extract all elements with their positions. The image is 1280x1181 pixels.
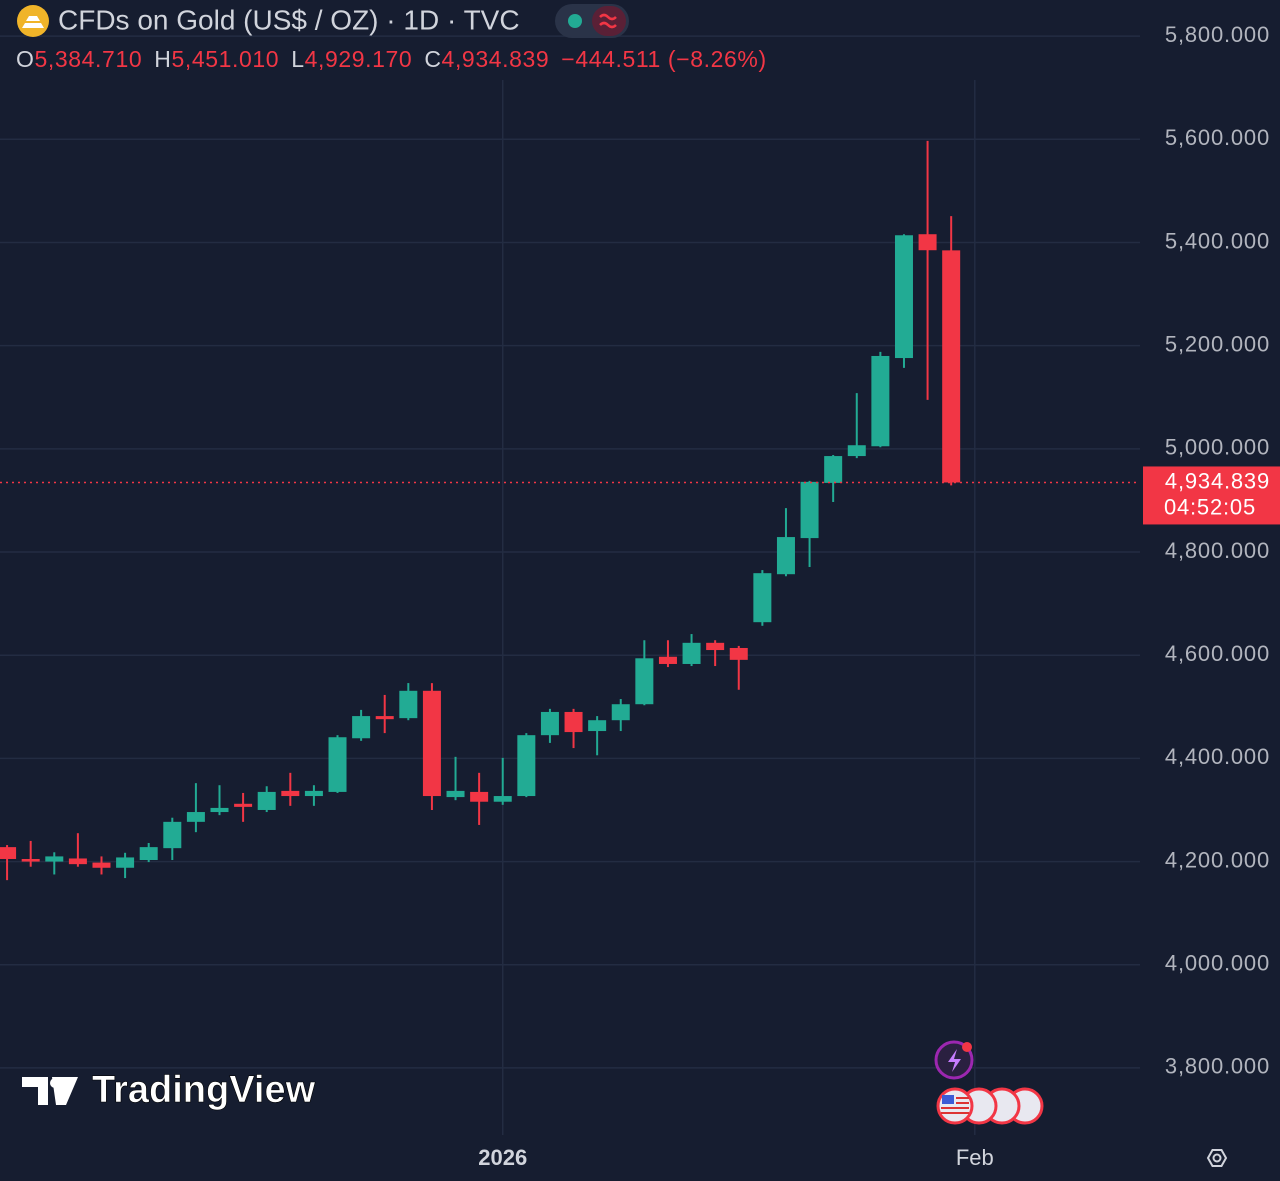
price-label-box — [1143, 466, 1280, 525]
y-tick-label: 5,800.000 — [1165, 22, 1270, 47]
symbol-icon-bars — [22, 16, 44, 28]
candle-body — [729, 647, 748, 660]
countdown: 04:52:05 — [1164, 494, 1256, 519]
candle-body — [635, 658, 654, 705]
candle-body — [45, 856, 64, 862]
candle-body — [304, 790, 323, 797]
y-tick-label: 5,600.000 — [1165, 125, 1270, 150]
candle-body — [21, 858, 40, 862]
candle-body — [352, 716, 371, 739]
ohlc-value: 5,384.710 — [35, 46, 143, 72]
watermark-logo-dot — [50, 1078, 60, 1088]
candle-body — [800, 481, 819, 539]
candle-body — [942, 250, 961, 483]
watermark-logo — [22, 1077, 78, 1105]
y-tick-label: 5,400.000 — [1165, 228, 1270, 253]
settings-button[interactable] — [1206, 1149, 1228, 1167]
candle-body — [92, 862, 111, 868]
candle-body — [399, 690, 418, 719]
watermark: TradingView — [92, 1069, 316, 1111]
candle-body — [234, 803, 253, 807]
candle-body — [186, 812, 205, 822]
ohlc-key: C — [424, 46, 441, 72]
ohlc-legend: O5,384.710 H5,451.010 L4,929.170 C4,934.839… — [16, 46, 767, 72]
candle-body — [871, 355, 890, 447]
ohlc-value: 4,934.839 — [442, 46, 550, 72]
candle-body — [753, 573, 772, 623]
candle-body — [210, 807, 229, 813]
settings-button-center — [1212, 1153, 1222, 1163]
ohlc-value: 4,929.170 — [305, 46, 413, 72]
candle-body — [540, 711, 559, 736]
candle-body — [139, 847, 158, 861]
us-flag-stripes — [941, 1097, 969, 1114]
y-tick-label: 4,400.000 — [1165, 744, 1270, 769]
us-flag-canton — [942, 1095, 954, 1104]
candle-body — [257, 791, 276, 810]
axes: 3,800.000 4,000.000 4,200.000 4,400.000 4,60… — [0, 22, 1280, 1170]
event-bolt — [948, 1049, 961, 1072]
candle-body — [68, 858, 87, 865]
candle-body — [682, 642, 701, 664]
candle-body — [446, 790, 465, 798]
delay-icon — [599, 13, 617, 29]
candle-body — [281, 790, 300, 797]
candle-body — [564, 711, 583, 733]
candle-body — [847, 445, 866, 457]
x-tick-label: Feb — [956, 1145, 994, 1170]
price-label: 4,934.839 — [1165, 468, 1270, 493]
delay-badge[interactable] — [592, 6, 626, 36]
chart-title: CFDs on Gold (US$ / OZ) · 1D · TVC — [58, 4, 520, 35]
ohlc-key: H — [154, 46, 171, 72]
candle-body — [611, 704, 630, 721]
y-tick-label: 3,800.000 — [1165, 1054, 1270, 1079]
candle-body — [328, 737, 347, 792]
candle-body — [163, 821, 182, 849]
candle-body — [517, 735, 536, 797]
candle-body — [493, 796, 512, 802]
y-tick-label: 5,200.000 — [1165, 331, 1270, 356]
candle-body — [588, 720, 607, 732]
y-tick-label: 4,800.000 — [1165, 538, 1270, 563]
candle-body — [470, 791, 489, 802]
x-tick-label: 2026 — [478, 1145, 527, 1170]
candle-body — [894, 235, 913, 359]
y-tick-label: 4,200.000 — [1165, 847, 1270, 872]
us-flag — [936, 1087, 974, 1125]
ohlc-key: L — [291, 46, 304, 72]
candle-body — [706, 642, 725, 651]
y-tick-label: 5,000.000 — [1165, 435, 1270, 460]
candle-body — [116, 857, 135, 868]
candle-body — [918, 234, 937, 251]
economic-events[interactable] — [936, 1087, 1044, 1125]
event-badge — [962, 1042, 972, 1052]
candle-body — [658, 656, 677, 664]
y-tick-label: 4,600.000 — [1165, 641, 1270, 666]
change: −444.511 (−8.26%) — [561, 46, 766, 72]
y-tick-label: 4,000.000 — [1165, 951, 1270, 976]
market-open-dot — [568, 14, 582, 28]
candle-body — [824, 456, 843, 483]
grid — [0, 35, 1140, 1135]
candle-body — [0, 847, 17, 859]
candles — [0, 140, 961, 881]
ohlc-value: 5,451.010 — [171, 46, 279, 72]
candle-body — [776, 537, 795, 575]
candle-body — [375, 716, 394, 720]
ohlc-key: O — [16, 46, 35, 72]
candle-body — [422, 690, 441, 797]
